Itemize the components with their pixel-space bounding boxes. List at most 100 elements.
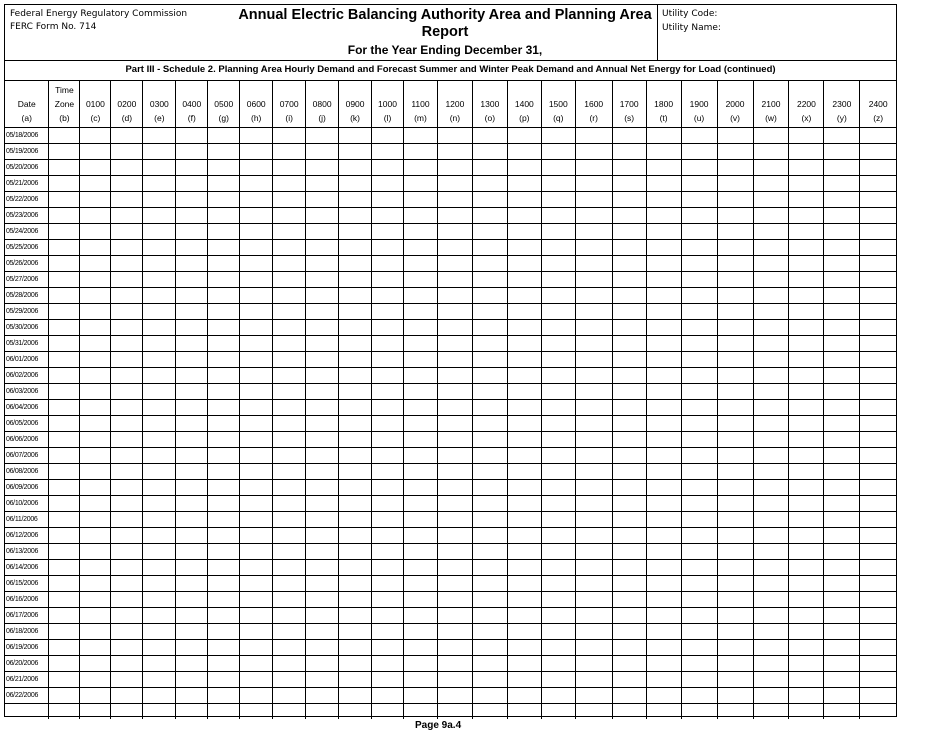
entry-cell[interactable] — [402, 671, 438, 688]
entry-cell[interactable] — [680, 239, 718, 256]
entry-cell[interactable] — [48, 495, 81, 512]
entry-cell[interactable] — [680, 287, 718, 304]
entry-cell[interactable] — [371, 367, 404, 384]
entry-cell[interactable] — [716, 639, 754, 656]
entry-cell[interactable] — [716, 127, 754, 144]
entry-cell[interactable] — [716, 143, 754, 160]
entry-cell[interactable] — [142, 255, 177, 272]
entry-cell[interactable] — [574, 559, 613, 576]
entry-cell[interactable] — [680, 271, 718, 288]
entry-cell[interactable] — [574, 463, 613, 480]
entry-cell[interactable] — [338, 479, 373, 496]
entry-cell[interactable] — [48, 559, 81, 576]
entry-cell[interactable] — [402, 511, 438, 528]
entry-cell[interactable] — [272, 255, 307, 272]
entry-cell[interactable] — [680, 335, 718, 352]
entry-cell[interactable] — [305, 127, 340, 144]
entry-cell[interactable] — [272, 703, 307, 719]
entry-cell[interactable] — [859, 223, 896, 240]
entry-cell[interactable] — [788, 127, 825, 144]
entry-cell[interactable] — [716, 415, 754, 432]
entry-cell[interactable] — [402, 367, 438, 384]
entry-cell[interactable] — [305, 303, 340, 320]
entry-cell[interactable] — [788, 415, 825, 432]
entry-cell[interactable] — [645, 399, 682, 416]
entry-cell[interactable] — [305, 687, 340, 704]
entry-cell[interactable] — [79, 303, 112, 320]
entry-cell[interactable] — [506, 495, 542, 512]
entry-cell[interactable] — [611, 607, 647, 624]
entry-cell[interactable] — [506, 671, 542, 688]
entry-cell[interactable] — [402, 319, 438, 336]
entry-cell[interactable] — [506, 191, 542, 208]
entry-cell[interactable] — [752, 287, 790, 304]
entry-cell[interactable] — [471, 127, 508, 144]
entry-cell[interactable] — [574, 319, 613, 336]
entry-cell[interactable] — [338, 687, 373, 704]
entry-cell[interactable] — [859, 447, 896, 464]
entry-cell[interactable] — [110, 351, 144, 368]
entry-cell[interactable] — [506, 591, 542, 608]
entry-cell[interactable] — [436, 271, 473, 288]
entry-cell[interactable] — [436, 591, 473, 608]
entry-cell[interactable] — [142, 287, 177, 304]
entry-cell[interactable] — [239, 591, 274, 608]
entry-cell[interactable] — [371, 223, 404, 240]
entry-cell[interactable] — [402, 175, 438, 192]
entry-cell[interactable] — [540, 431, 576, 448]
entry-cell[interactable] — [716, 575, 754, 592]
entry-cell[interactable] — [207, 447, 241, 464]
entry-cell[interactable] — [574, 431, 613, 448]
entry-cell[interactable] — [272, 303, 307, 320]
entry-cell[interactable] — [239, 319, 274, 336]
entry-cell[interactable] — [338, 543, 373, 560]
entry-cell[interactable] — [645, 607, 682, 624]
entry-cell[interactable] — [207, 223, 241, 240]
entry-cell[interactable] — [175, 159, 209, 176]
entry-cell[interactable] — [272, 575, 307, 592]
entry-cell[interactable] — [716, 335, 754, 352]
entry-cell[interactable] — [680, 255, 718, 272]
entry-cell[interactable] — [471, 431, 508, 448]
entry-cell[interactable] — [611, 175, 647, 192]
entry-cell[interactable] — [239, 239, 274, 256]
entry-cell[interactable] — [540, 559, 576, 576]
entry-cell[interactable] — [680, 463, 718, 480]
entry-cell[interactable] — [680, 655, 718, 672]
entry-cell[interactable] — [574, 143, 613, 160]
entry-cell[interactable] — [371, 703, 404, 719]
entry-cell[interactable] — [574, 271, 613, 288]
entry-cell[interactable] — [471, 271, 508, 288]
entry-cell[interactable] — [142, 207, 177, 224]
entry-cell[interactable] — [788, 175, 825, 192]
entry-cell[interactable] — [680, 591, 718, 608]
entry-cell[interactable] — [402, 559, 438, 576]
entry-cell[interactable] — [48, 207, 81, 224]
entry-cell[interactable] — [680, 383, 718, 400]
entry-cell[interactable] — [540, 703, 576, 719]
entry-cell[interactable] — [272, 367, 307, 384]
entry-cell[interactable] — [506, 159, 542, 176]
entry-cell[interactable] — [79, 591, 112, 608]
entry-cell[interactable] — [823, 607, 861, 624]
entry-cell[interactable] — [716, 255, 754, 272]
entry-cell[interactable] — [436, 223, 473, 240]
entry-cell[interactable] — [574, 239, 613, 256]
entry-cell[interactable] — [506, 687, 542, 704]
entry-cell[interactable] — [239, 223, 274, 240]
entry-cell[interactable] — [207, 191, 241, 208]
entry-cell[interactable] — [611, 463, 647, 480]
entry-cell[interactable] — [436, 527, 473, 544]
entry-cell[interactable] — [611, 479, 647, 496]
entry-cell[interactable] — [611, 255, 647, 272]
entry-cell[interactable] — [471, 703, 508, 719]
entry-cell[interactable] — [506, 127, 542, 144]
entry-cell[interactable] — [645, 383, 682, 400]
entry-cell[interactable] — [110, 431, 144, 448]
entry-cell[interactable] — [338, 655, 373, 672]
entry-cell[interactable] — [611, 303, 647, 320]
entry-cell[interactable] — [716, 495, 754, 512]
entry-cell[interactable] — [207, 255, 241, 272]
entry-cell[interactable] — [716, 703, 754, 719]
entry-cell[interactable] — [716, 527, 754, 544]
